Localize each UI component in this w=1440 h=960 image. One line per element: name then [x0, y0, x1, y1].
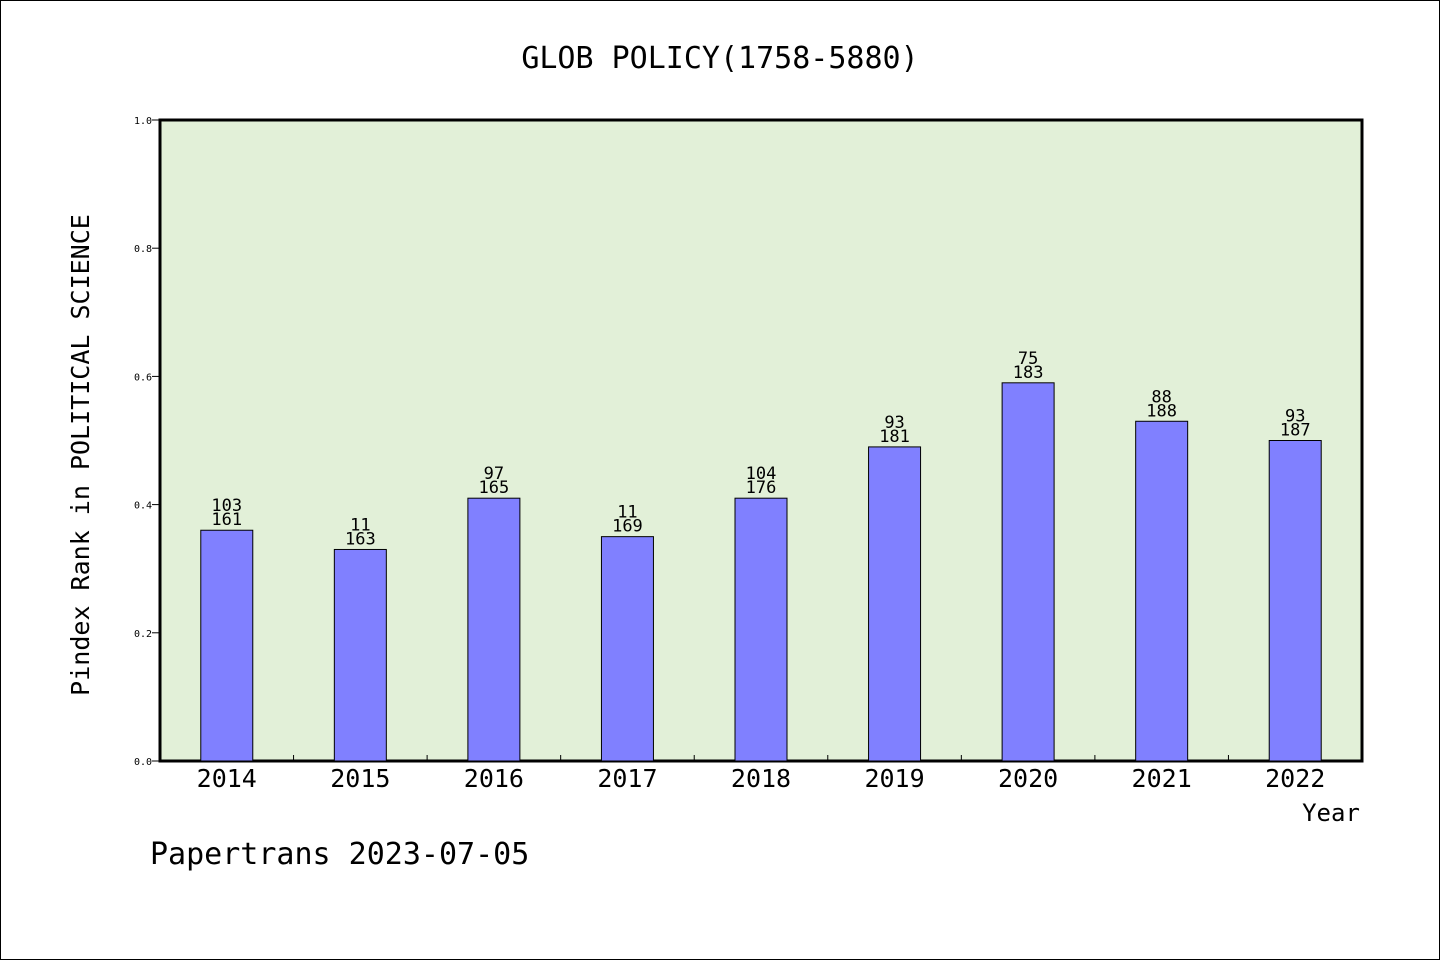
x-tick-label: 2016 [464, 764, 524, 793]
bar-2019 [868, 446, 922, 762]
bar-2016 [467, 497, 521, 762]
bar-label-top: 75 [1018, 349, 1038, 369]
x-axis-label: Year [1302, 799, 1360, 827]
bar-label-top: 93 [1285, 407, 1305, 427]
y-tick-label: 1.0 [134, 116, 152, 127]
bar-label-bottom: 188 [1146, 401, 1177, 421]
bar-2022 [1268, 440, 1322, 762]
bar-2015 [333, 548, 387, 762]
bar-2021 [1135, 420, 1189, 762]
x-tick-label: 2021 [1132, 764, 1192, 793]
bar-2014 [200, 529, 254, 762]
bar-label-bottom: 165 [479, 478, 510, 498]
footer-credit: Papertrans 2023-07-05 [150, 837, 529, 872]
x-tick-label: 2015 [330, 764, 390, 793]
bar-label-top: 104 [746, 464, 777, 484]
y-tick-label: 0.0 [134, 757, 152, 768]
y-tick-label: 0.4 [134, 501, 152, 512]
x-tick-label: 2022 [1265, 764, 1325, 793]
y-tick-label: 0.8 [134, 244, 152, 255]
y-axis-label: Pindex Rank in POLITICAL SCIENCE [66, 214, 95, 696]
x-axis: 2014 2015 2016 2017 2018 2019 2020 2021 2022 [197, 755, 1325, 793]
bar-label-bottom: 161 [211, 510, 242, 530]
bar-label-bottom: 169 [612, 517, 643, 537]
chart-title: GLOB POLICY(1758-5880) [521, 41, 918, 76]
x-tick-label: 2019 [864, 764, 924, 793]
x-tick-label: 2017 [597, 764, 657, 793]
bar-label-bottom: 187 [1280, 421, 1311, 441]
bar-label-top: 97 [484, 464, 504, 484]
x-tick-label: 2014 [197, 764, 257, 793]
x-tick-label: 2020 [998, 764, 1058, 793]
bar-label-bottom: 176 [746, 478, 777, 498]
y-axis: 0.0 0.2 0.4 0.6 0.8 1.0 [134, 116, 160, 768]
bar-2018 [734, 497, 788, 762]
y-tick-label: 0.2 [134, 629, 152, 640]
bar-label-top: 88 [1151, 387, 1171, 407]
bar-label-top: 93 [884, 413, 904, 433]
x-tick-label: 2018 [731, 764, 791, 793]
bar-label-top: 11 [617, 503, 637, 523]
bar-2017 [600, 536, 654, 762]
bar-label-bottom: 163 [345, 529, 376, 549]
bar-label-top: 11 [350, 515, 370, 535]
bar-series [200, 382, 1322, 762]
y-tick-label: 0.6 [134, 372, 152, 383]
bar-2020 [1001, 382, 1055, 762]
bar-label-top: 103 [211, 496, 242, 516]
bar-label-bottom: 181 [879, 427, 910, 447]
bar-label-bottom: 183 [1013, 363, 1044, 383]
